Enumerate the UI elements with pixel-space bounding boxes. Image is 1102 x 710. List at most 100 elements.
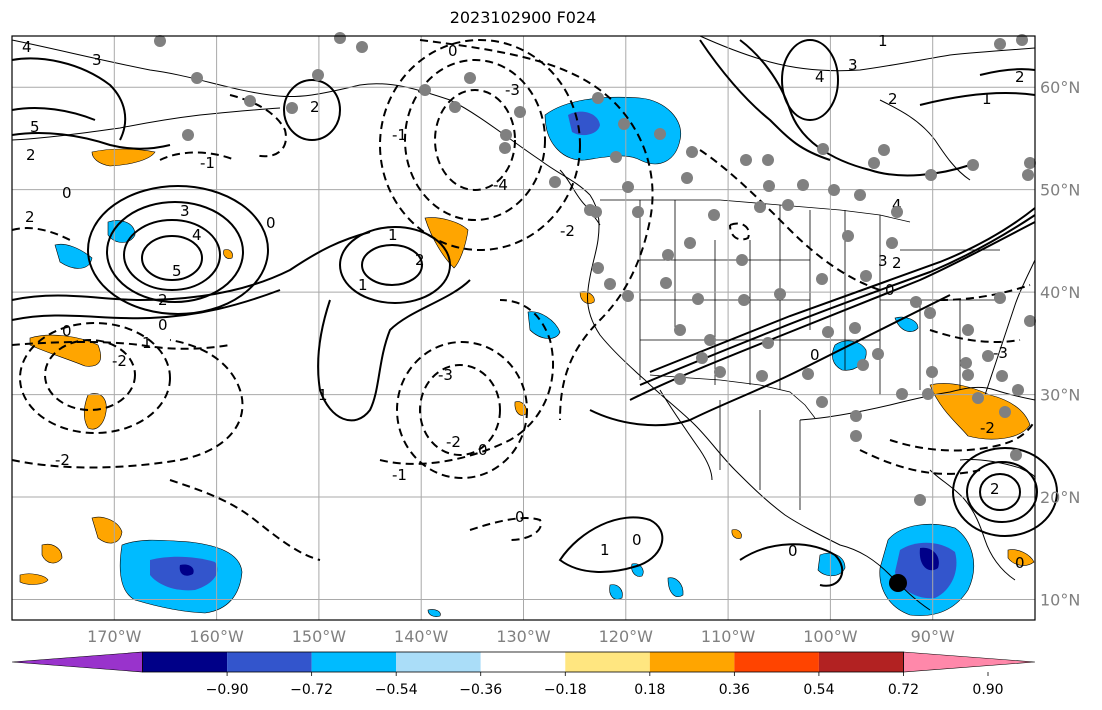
- shade-small-blue-7: [427, 609, 441, 617]
- station-dot: [996, 370, 1008, 382]
- station-dot: [618, 118, 630, 130]
- station-dot: [610, 151, 622, 163]
- station-dot: [1024, 157, 1036, 169]
- longitude-label: 150°W: [292, 627, 347, 646]
- station-dot: [1010, 449, 1022, 461]
- contour-label: 3: [180, 202, 190, 220]
- colorbar-extend-low: [11, 651, 143, 673]
- station-dot: [419, 84, 431, 96]
- colorbar-segment: [227, 652, 312, 672]
- station-dot: [850, 430, 862, 442]
- shade-central-am-core: [919, 547, 939, 571]
- contour-dashed: [699, 149, 881, 291]
- latitude-labels: 60°N 50°N 40°N 30°N 20°N 10°N: [1040, 78, 1080, 609]
- contour-solid: [966, 461, 1038, 523]
- map-panel[interactable]: 4 3 5 2 0 2 3 4 5 2 0 0 0 1 -2 -2 -1 2 1…: [11, 32, 1058, 621]
- station-dot: [782, 199, 794, 211]
- station-dot: [684, 237, 696, 249]
- station-dot: [334, 32, 346, 44]
- contour-dashed: [729, 222, 750, 241]
- contour-label: -1: [200, 154, 215, 172]
- colorbar-segment: [649, 652, 735, 672]
- colorbar-tick-label: 0.90: [972, 682, 1003, 698]
- contour-label: 0: [1015, 554, 1025, 572]
- latitude-label: 40°N: [1040, 283, 1080, 302]
- longitude-labels: 170°W 160°W 150°W 140°W 130°W 120°W 110°W 100°W…: [87, 627, 955, 646]
- station-dot: [704, 334, 716, 346]
- contour-label: -2: [560, 222, 575, 240]
- station-dot: [816, 273, 828, 285]
- colorbar-segment: [396, 652, 481, 672]
- longitude-label: 120°W: [599, 627, 654, 646]
- contour-label: 4: [815, 68, 825, 86]
- station-dot: [449, 101, 461, 113]
- contour-label: 2: [158, 291, 168, 309]
- contour-solid: [952, 447, 1058, 537]
- station-dot: [1022, 169, 1034, 181]
- contour-dashed: [11, 339, 244, 469]
- station-dot: [1016, 34, 1028, 46]
- station-dot: [464, 72, 476, 84]
- contour-label: 1: [388, 226, 398, 244]
- shade-small-blue-4: [667, 577, 684, 598]
- station-dot: [962, 369, 974, 381]
- coast-cuba: [959, 459, 1036, 479]
- station-dot: [244, 95, 256, 107]
- contour-label: 0: [788, 542, 798, 560]
- contour-label: -1: [392, 466, 407, 484]
- contour-label: 0: [158, 316, 168, 334]
- map-frame: [11, 35, 1036, 621]
- contour-label: 2: [26, 146, 36, 164]
- contour-label: -1: [392, 126, 407, 144]
- coast-alaska: [11, 39, 591, 196]
- contour-solid: [919, 92, 1036, 106]
- station-dot: [910, 296, 922, 308]
- contour-label: 1: [878, 32, 888, 50]
- station-dot: [896, 388, 908, 400]
- shade-orange-8: [19, 573, 49, 585]
- contour-dashed: [44, 339, 136, 411]
- colorbar-tick-label: 0.72: [888, 682, 919, 698]
- contour-solid: [739, 543, 844, 587]
- shade-orange-4: [424, 217, 469, 269]
- map-title: 2023102900 F024: [449, 8, 597, 27]
- station-dot: [922, 388, 934, 400]
- coast-vancouver: [559, 169, 601, 226]
- contour-label: 2: [888, 90, 898, 108]
- colorbar-tick-label: −0.36: [459, 682, 502, 698]
- station-dot: [654, 128, 666, 140]
- contour-label: 0: [62, 322, 72, 340]
- contour-solid: [87, 185, 269, 315]
- colorbar-tick-label: 0.54: [803, 682, 834, 698]
- station-dot: [622, 290, 634, 302]
- longitude-label: 130°W: [496, 627, 551, 646]
- contour-solid: [317, 279, 471, 422]
- contour-label: 2: [1015, 68, 1025, 86]
- shade-orange-7: [41, 543, 63, 564]
- station-dot: [872, 348, 884, 360]
- contour-solid: [589, 294, 951, 427]
- station-dot: [662, 249, 674, 261]
- shade-orange-5: [929, 383, 1031, 440]
- contour-label: -3: [438, 366, 453, 384]
- station-dot: [592, 262, 604, 274]
- station-dot: [674, 324, 686, 336]
- station-dots: [154, 32, 1036, 506]
- station-dot: [499, 142, 511, 154]
- shade-small-blue-5: [609, 584, 623, 600]
- shade-orange-12: [731, 529, 742, 539]
- station-dot: [926, 366, 938, 378]
- station-dot: [182, 129, 194, 141]
- contour-solid: [979, 68, 1036, 76]
- storm-marker[interactable]: [889, 574, 907, 592]
- shade-orange-11: [1007, 549, 1035, 566]
- station-dot: [849, 322, 861, 334]
- contour-solid: [106, 201, 244, 303]
- contour-label: 0: [810, 346, 820, 364]
- station-dot: [692, 293, 704, 305]
- colorbar-tick-label: −0.72: [290, 682, 333, 698]
- contour-label: 0: [478, 441, 488, 459]
- colorbar-tick-label: 0.18: [634, 682, 665, 698]
- colorbar-frame: [142, 651, 904, 673]
- station-dot: [822, 326, 834, 338]
